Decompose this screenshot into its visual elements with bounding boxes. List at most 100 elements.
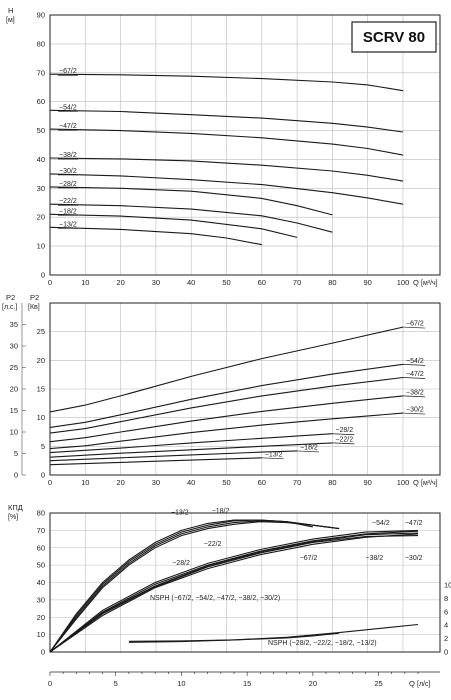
x-tick-label: 90 (364, 278, 372, 287)
hp-tick-label: 0 (14, 471, 18, 480)
plot-frame (49, 302, 441, 476)
curve-label: −18/2 (300, 444, 318, 451)
curve-label: −22/2 (59, 198, 77, 205)
x-tick-label: 40 (187, 478, 195, 487)
efficiency-curve (49, 520, 340, 653)
x-tick-label: 70 (293, 478, 301, 487)
head-curve (49, 128, 404, 156)
power-curve (49, 395, 404, 443)
y-tick-label: 50 (37, 561, 45, 570)
efficiency-curve (49, 529, 419, 653)
y-tick-label: 5 (41, 442, 45, 451)
power-curve (49, 326, 404, 413)
x-tick-label: 5 (114, 679, 118, 688)
title-box (351, 21, 437, 53)
curve-label: −30/2 (59, 168, 77, 175)
y-tick-label: 80 (37, 509, 45, 518)
curve-label: −38/2 (406, 389, 424, 396)
curve-label-underline (297, 450, 320, 453)
x-tick-label: 10 (177, 679, 185, 688)
curve-label: −22/2 (204, 541, 222, 548)
x-tick-label: 60 (258, 278, 266, 287)
y-tick-label: 0 (41, 648, 45, 657)
hp-tick-label: 10 (10, 428, 18, 437)
curve-label: −67/2 (406, 321, 424, 328)
curve-label: −13/2 (59, 221, 77, 228)
head-curve (49, 173, 404, 205)
y-tick-label: 90 (37, 11, 45, 20)
hp-axis-unit: [л.с.] (2, 304, 17, 311)
curve-label-underline (402, 326, 426, 329)
npsh-curve-label: NSPH (−67/2, −54/2, −47/2, −38/2, −30/2) (150, 595, 280, 602)
y-axis-unit: [м] (6, 17, 15, 24)
curve-label-underline (261, 457, 284, 460)
curve-label-underline (402, 363, 426, 366)
npsh-tick-label: 4 (444, 621, 448, 630)
power-curve (49, 412, 404, 450)
y-tick-label: 20 (37, 213, 45, 222)
hp-tick-label: 5 (14, 449, 18, 458)
x-axis-unit: [м³/ч] (421, 480, 438, 487)
power-chart-panel: 0 10 20 30 40 50 60 70 80 90 100 0 5 10 15 20 25 0 5 10 15 20… (2, 293, 441, 487)
head-chart-panel: 0 10 20 30 40 50 60 70 80 90 100 0 10 20 30 40 50 60 70 80 9… (6, 6, 441, 287)
efficiency-chart-panel: 0 10 20 30 40 50 60 70 80 0 2 4 6 8 10 0 5 10 15 20 25 КПД [%]… (8, 503, 451, 688)
curve-label: −67/2 (300, 555, 318, 562)
hp-tick-label: 35 (10, 320, 18, 329)
x-tick-label: 100 (397, 478, 410, 487)
x-axis-unit: [м³/ч] (421, 280, 438, 287)
x-axis-label: Q (409, 679, 415, 688)
y-tick-label: 15 (37, 385, 45, 394)
y-tick-label: 70 (37, 68, 45, 77)
y-tick-label: 0 (41, 471, 45, 480)
curve-label: −28/2 (335, 427, 353, 434)
curve-label: −18/2 (59, 208, 77, 215)
x-tick-label: 20 (116, 478, 124, 487)
efficiency-curve (49, 530, 419, 653)
head-curve (49, 226, 262, 246)
curve-label-underline (402, 412, 426, 415)
y-axis-label: P2 (30, 293, 39, 302)
curve-label: −18/2 (212, 508, 230, 515)
y-axis-unit: [Кв] (28, 304, 40, 311)
curve-label: −47/2 (405, 520, 423, 527)
curve-label: −28/2 (172, 560, 190, 567)
y-tick-label: 30 (37, 595, 45, 604)
y-tick-label: 60 (37, 543, 45, 552)
curve-label: −30/2 (405, 555, 423, 562)
hp-tick-label: 30 (10, 342, 18, 351)
efficiency-curve (49, 521, 340, 653)
y-tick-label: 10 (37, 413, 45, 422)
head-curve (49, 157, 404, 182)
hp-tick-label: 15 (10, 406, 18, 415)
curve-label: −13/2 (171, 510, 189, 517)
head-curve (49, 213, 298, 238)
plot-frame (49, 14, 441, 276)
curve-label: −54/2 (406, 358, 424, 365)
head-curve (49, 203, 333, 233)
x-tick-label: 10 (81, 278, 89, 287)
x-axis-label: Q (413, 278, 419, 287)
curve-label: −13/2 (265, 451, 283, 458)
y-tick-label: 80 (37, 39, 45, 48)
y-tick-label: 0 (41, 271, 45, 280)
head-curve (49, 186, 333, 216)
y-tick-label: 20 (37, 356, 45, 365)
x-tick-label: 15 (243, 679, 251, 688)
hp-tick-label: 20 (10, 385, 18, 394)
power-curve (49, 363, 404, 428)
y-tick-label: 20 (37, 613, 45, 622)
y-axis-label: H (8, 6, 13, 15)
curve-label-underline (332, 442, 355, 445)
x-tick-label: 50 (222, 278, 230, 287)
x-tick-label: 10 (81, 478, 89, 487)
npsh-tick-label: 0 (444, 648, 448, 657)
curve-label: −67/2 (59, 68, 77, 75)
head-curve (49, 109, 404, 133)
plot-frame (49, 512, 441, 653)
y-tick-label: 10 (37, 630, 45, 639)
x-tick-label: 20 (116, 278, 124, 287)
x-axis-unit: [л/с] (417, 681, 430, 688)
x-tick-label: 70 (293, 278, 301, 287)
x-tick-label: 0 (48, 679, 52, 688)
